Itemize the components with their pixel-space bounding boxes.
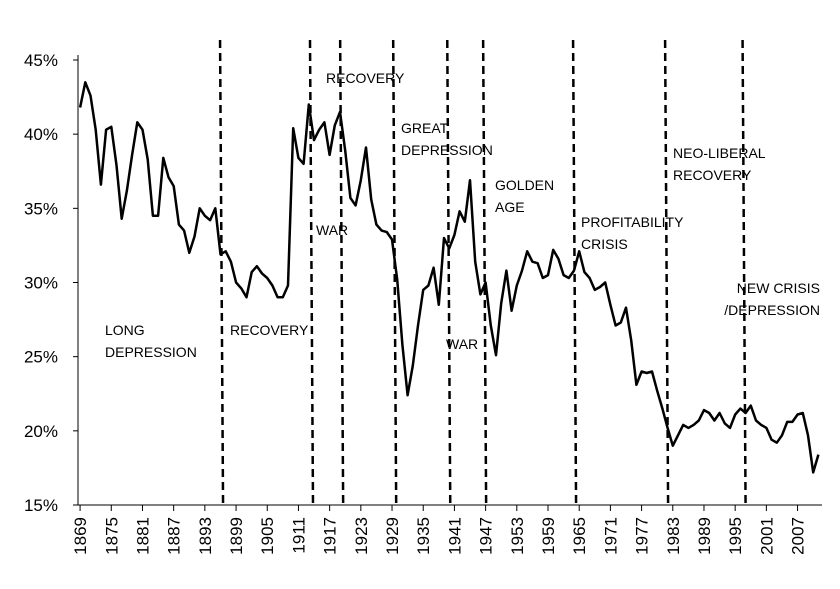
annotation: RECOVERY	[230, 322, 309, 338]
x-tick-label: 1887	[165, 517, 184, 555]
period-divider	[663, 39, 670, 506]
x-tick-label: 1995	[726, 517, 745, 555]
annotation: WAR	[316, 222, 348, 238]
period-divider	[446, 39, 452, 506]
data-line	[78, 81, 820, 474]
x-tick-label: 1911	[289, 517, 308, 554]
annotation: RECOVERY	[326, 70, 405, 86]
x-tick-label: 1941	[445, 517, 464, 555]
x-tick-label: 1869	[71, 517, 90, 555]
x-tick-label: 1965	[570, 517, 589, 555]
x-tick-label: 1929	[383, 517, 402, 555]
annotation: PROFITABILITY	[581, 214, 684, 230]
period-divider	[481, 39, 488, 506]
x-tick-label: 1977	[633, 517, 652, 555]
x-tick-label: 1917	[321, 517, 340, 555]
y-tick-label: 40%	[24, 125, 58, 144]
y-tick-label: 45%	[24, 51, 58, 70]
annotation: LONG	[105, 322, 145, 338]
y-tick-label: 25%	[24, 348, 58, 367]
annotation: DEPRESSION	[105, 344, 197, 360]
x-tick-label: 1893	[196, 517, 215, 555]
annotation: GOLDEN	[495, 177, 554, 193]
annotation: AGE	[495, 199, 525, 215]
y-tick-label: 35%	[24, 199, 58, 218]
x-tick-label: 1881	[133, 517, 152, 555]
x-tick-label: 1905	[258, 517, 277, 555]
annotation: WAR	[446, 336, 478, 352]
x-tick-label: 1983	[664, 517, 683, 555]
annotation: /DEPRESSION	[724, 302, 820, 318]
annotation: DEPRESSION	[401, 142, 493, 158]
annotation: NEO-LIBERAL	[673, 145, 766, 161]
x-tick-label: 1935	[414, 517, 433, 555]
x-tick-label: 1953	[508, 517, 527, 555]
period-divider	[338, 39, 345, 506]
annotation: NEW CRISIS	[737, 280, 820, 296]
y-tick-label: 30%	[24, 274, 58, 293]
annotation: CRISIS	[581, 236, 628, 252]
x-tick-label: 1947	[477, 517, 496, 555]
x-tick-label: 1989	[695, 517, 714, 555]
period-divider	[741, 39, 747, 506]
annotation: GREAT	[401, 120, 449, 136]
x-tick-label: 1875	[102, 517, 121, 555]
y-tick-label: 15%	[24, 496, 58, 515]
x-tick-label: 1959	[539, 517, 558, 555]
y-tick-label: 20%	[24, 422, 58, 441]
period-divider	[218, 39, 225, 506]
x-tick-label: 2007	[789, 517, 808, 555]
x-tick-label: 1899	[227, 517, 246, 555]
x-tick-label: 2001	[757, 517, 776, 555]
x-tick-label: 1971	[601, 517, 620, 555]
annotation: RECOVERY	[673, 167, 752, 183]
x-tick-label: 1923	[352, 517, 371, 555]
